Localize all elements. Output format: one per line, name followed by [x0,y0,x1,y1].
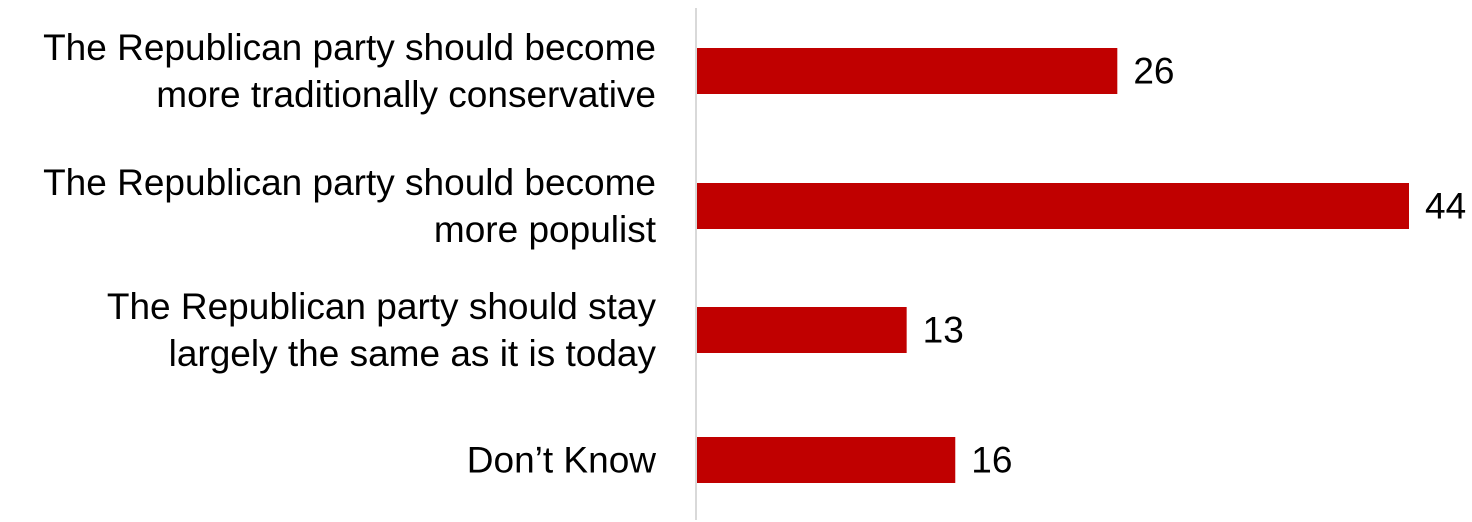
bar-3 [696,307,907,353]
value-label-1: 26 [1133,51,1174,92]
value-label-4: 16 [971,440,1012,481]
bar-4 [696,437,956,483]
bar-2 [696,183,1409,229]
category-label-4: Don’t Know [467,440,656,481]
category-label-2: The Republican party should become more p… [43,162,657,250]
category-label-3: The Republican party should stay largely … [107,286,657,374]
value-label-3: 13 [923,310,964,351]
bars [696,48,1409,483]
value-label-2: 44 [1425,186,1466,227]
value-labels: 26 44 13 16 [923,51,1466,481]
category-labels: The Republican party should become more t… [43,27,657,481]
bar-1 [696,48,1118,94]
category-label-1: The Republican party should become more t… [43,27,656,115]
